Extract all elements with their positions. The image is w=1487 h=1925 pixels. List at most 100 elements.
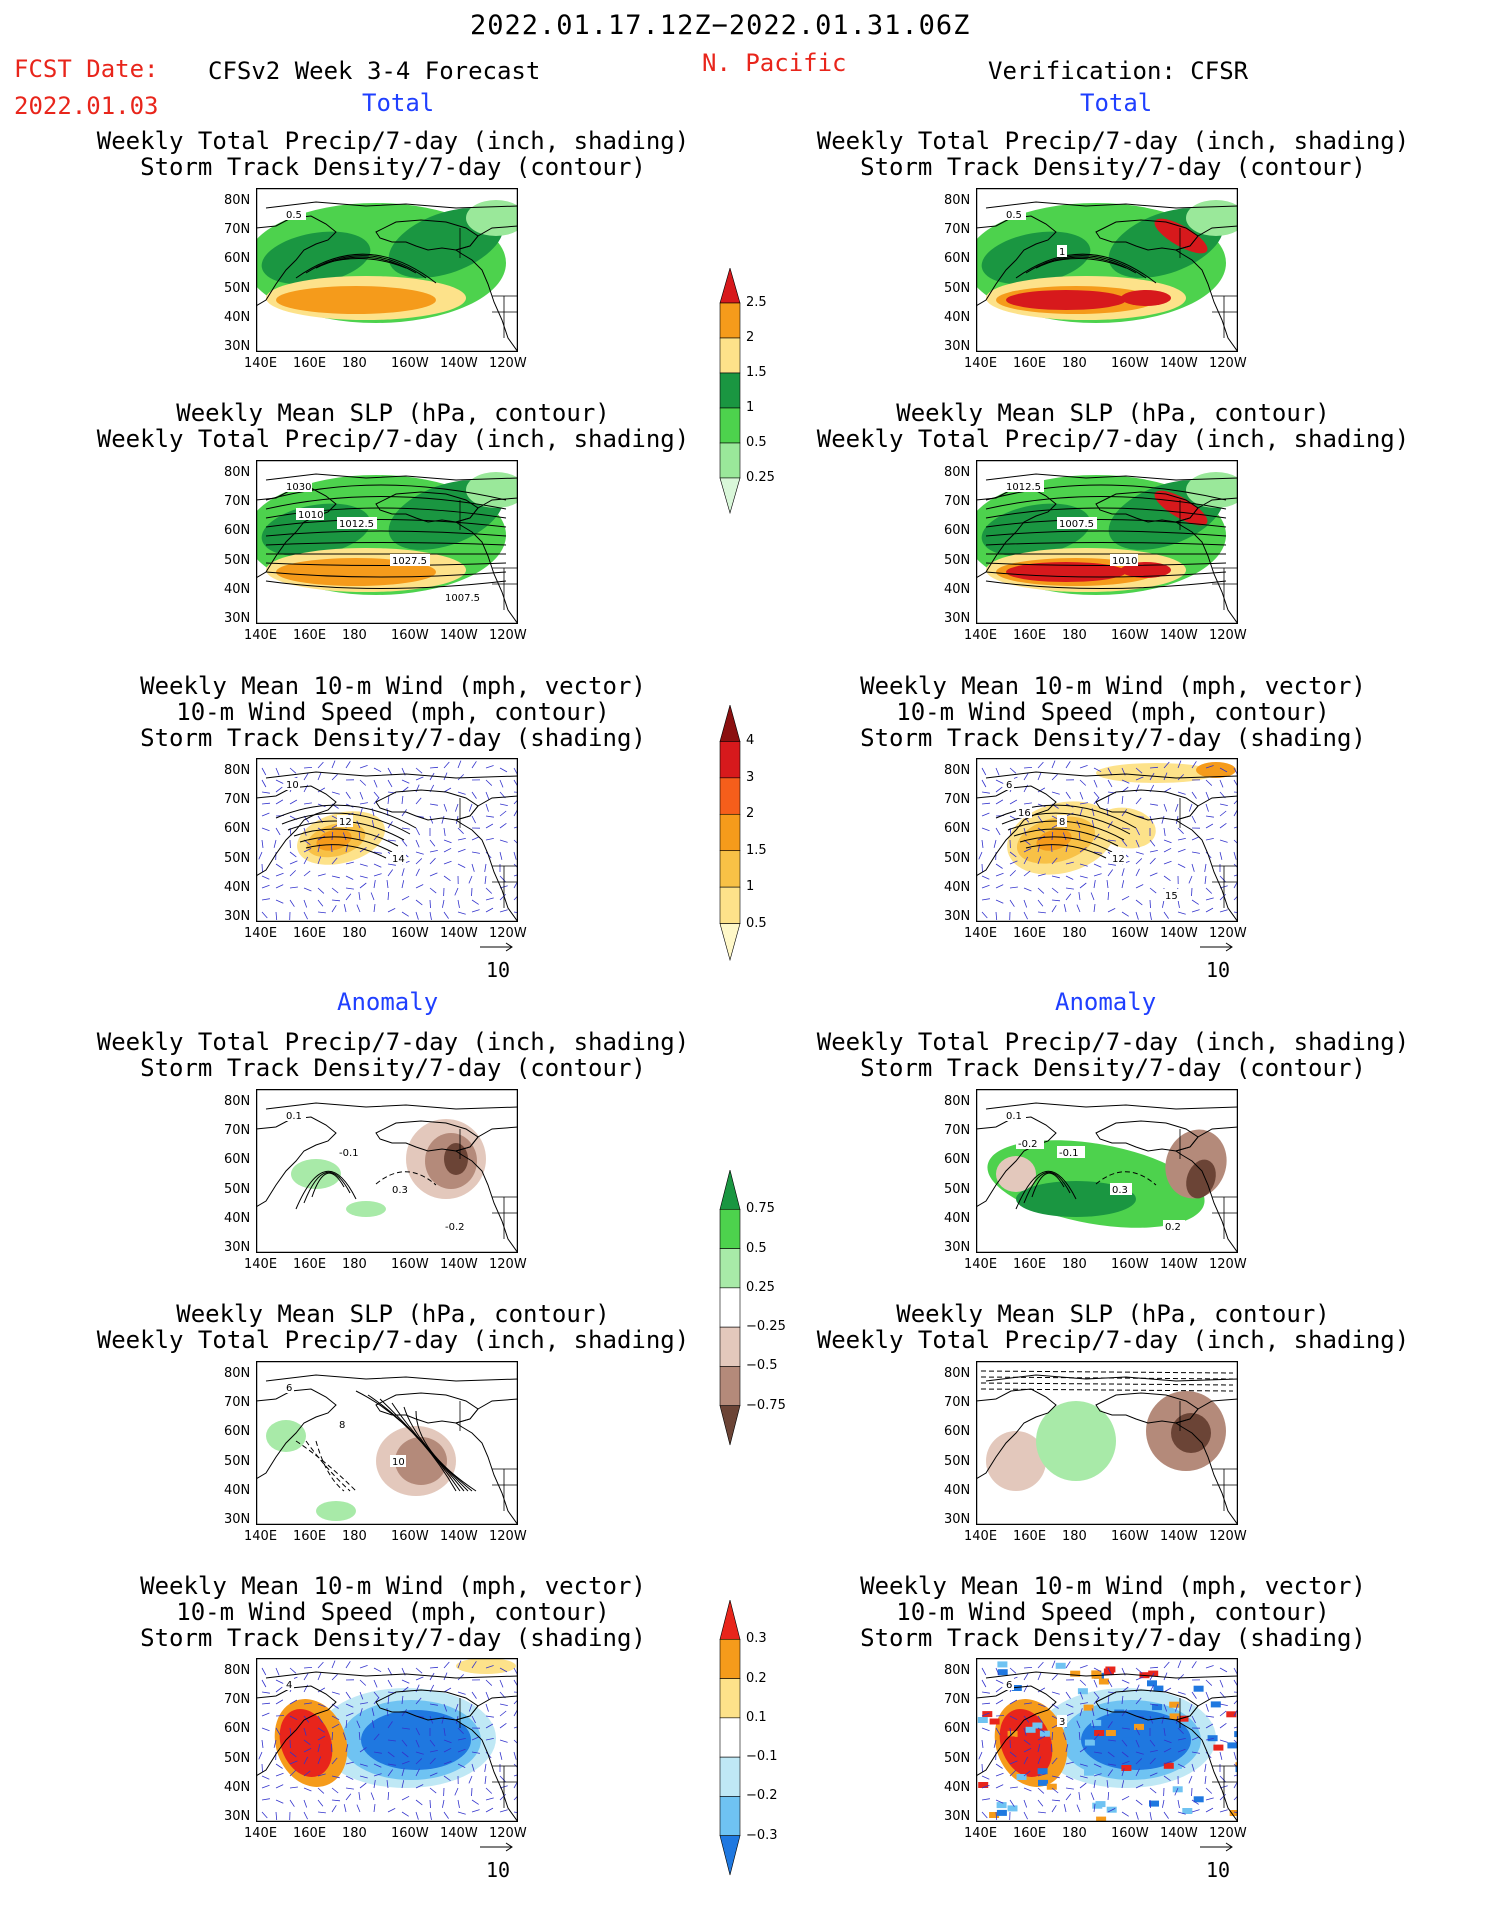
map-svg: 1012.5 1007.5 1010 [966,459,1246,626]
wind-vector [317,803,326,808]
map-frame [255,1360,519,1526]
wind-vector [1076,1720,1081,1729]
wind-vector [1051,1731,1054,1741]
wind-vector [1149,1811,1152,1820]
wind-vector [1065,1703,1074,1708]
wind-vector [471,887,473,897]
wind-vector [1093,880,1096,889]
political-border [459,500,518,610]
wind-vector [499,779,504,788]
wind-vector [499,1794,506,1801]
wind-vector [275,1715,285,1717]
wind-vector [373,1733,380,1741]
political-border [1179,228,1238,338]
wind-vector [443,1811,449,1819]
colorbar-storm_total: 4 3 2 1.5 1 0.5 [718,703,798,980]
wind-vector [303,856,309,865]
wind-vector [331,1731,334,1741]
panel-title-line: Weekly Mean SLP (hPa, contour) [896,1300,1330,1328]
lon-tick-label: 140E [244,1529,278,1544]
shading-cell [1229,1810,1240,1816]
wind-vector [415,1676,424,1681]
panel-title-line: Weekly Mean 10-m Wind (mph, vector) [140,1572,646,1600]
colorbar-segment [719,1599,741,1640]
lat-tick-label: 50N [944,1750,971,1766]
wind-vector [345,791,351,799]
wind-vector [995,1667,1000,1676]
wind-vector [303,1787,312,1792]
wind-vector [995,872,1004,877]
lat-tick-label: 80N [944,1094,971,1109]
lon-tick-label: 140E [964,1826,998,1841]
shading-cell [1207,1735,1218,1742]
wind-vector [1009,1760,1018,1765]
contour-label: 8 [1059,817,1065,828]
lat-tick-label: 60N [944,1721,971,1737]
contour-line [275,804,417,829]
wind-vector [331,1775,340,1779]
wind-vector [457,899,460,908]
coastline [265,1671,519,1679]
wind-vector [275,1799,284,1804]
date-range-title: 2022.01.17.12Z−2022.01.31.06Z [470,10,971,41]
wind-vector [1079,808,1083,817]
contour-line [325,258,407,269]
wind-vector [1051,1775,1060,1779]
wind-vector [345,893,352,901]
lon-tick-label: 180 [1062,356,1087,371]
wind-vector [499,875,506,883]
wind-vector [443,911,449,919]
wind-vector [429,1666,439,1669]
wind-vector [275,1811,278,1821]
wind-vector [275,1727,281,1736]
contour-line [1095,1171,1157,1186]
wind-vector [1009,870,1016,877]
contour-line [980,1370,1234,1374]
wind-vector [1091,1720,1095,1729]
wind-vector [1149,857,1156,865]
wind-vector [484,1775,487,1784]
wind-vector [359,1702,368,1705]
wind-vector [373,1804,376,1813]
wind-vector [455,803,459,812]
wind-vector [303,870,311,877]
colorbar-segment [719,813,741,852]
colorbar-tick-label: 0.5 [746,435,767,450]
wind-vector [1191,815,1196,824]
wind-vector [499,1679,504,1688]
colorbar-segment [719,777,741,815]
wind-vector [1107,863,1116,866]
shading-cell [989,1718,1000,1725]
panel-title-line: Storm Track Density/7-day (contour) [860,1054,1366,1082]
panel-title-line: Weekly Total Precip/7-day (inch, shading… [816,127,1410,155]
wind-vector [261,1775,270,1780]
contour-line [265,562,507,566]
map-field: 0.1 -0.1 0.3 -0.2 [255,1102,519,1255]
wind-vector [1107,767,1113,776]
wind-vector [1106,1780,1109,1789]
wind-vector [1191,1736,1200,1741]
wind-vector [1107,1721,1113,1729]
panel-title-line: Weekly Mean SLP (hPa, contour) [176,399,610,427]
wind-vector [1009,1715,1018,1721]
wind-vector [317,835,326,841]
shading-region [1036,1401,1116,1481]
wind-vector [386,1708,389,1717]
wind-vector [1163,1747,1172,1753]
wind-vector [1093,1691,1100,1699]
wind-vector [485,1691,490,1700]
colorbar-segment [719,1796,741,1837]
lon-tick-label: 140E [964,926,998,941]
fcst-date-value: 2022.01.03 [14,92,159,120]
shading-cell [1091,1670,1102,1677]
wind-vector [261,875,270,880]
wind-vector [429,766,439,769]
wind-vector [1135,899,1143,906]
wind-vector [303,1667,313,1669]
wind-vector [1219,839,1228,843]
lon-tick-label: 120W [489,356,527,371]
wind-vector [471,1763,475,1772]
wind-vector [1093,851,1102,854]
wind-vector [1050,843,1053,853]
contour-label: 8 [339,1420,345,1431]
